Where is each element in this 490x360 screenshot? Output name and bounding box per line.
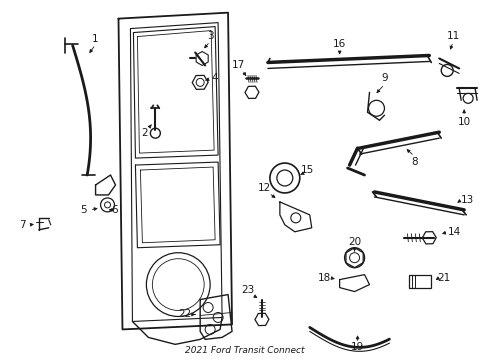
Text: 18: 18 [318, 273, 331, 283]
Text: 6: 6 [111, 205, 118, 215]
Text: 8: 8 [411, 157, 417, 167]
Text: 20: 20 [348, 237, 361, 247]
Text: 22: 22 [179, 310, 192, 319]
Text: 16: 16 [333, 39, 346, 49]
Text: 4: 4 [212, 73, 219, 84]
Text: 12: 12 [258, 183, 271, 193]
Text: 3: 3 [207, 31, 214, 41]
Text: 10: 10 [458, 117, 471, 127]
Text: 1: 1 [92, 33, 99, 44]
Text: 23: 23 [242, 284, 255, 294]
Text: 11: 11 [446, 31, 460, 41]
Text: 5: 5 [80, 205, 87, 215]
Text: 2021 Ford Transit Connect: 2021 Ford Transit Connect [185, 346, 305, 355]
Text: 21: 21 [438, 273, 451, 283]
Text: 2: 2 [141, 128, 147, 138]
Text: 14: 14 [447, 227, 461, 237]
Text: 9: 9 [381, 73, 388, 84]
Text: 7: 7 [20, 220, 26, 230]
Text: 15: 15 [301, 165, 315, 175]
Text: 17: 17 [231, 60, 245, 71]
Text: 13: 13 [461, 195, 474, 205]
Text: 19: 19 [351, 342, 364, 352]
Bar [409, 275, 431, 288]
